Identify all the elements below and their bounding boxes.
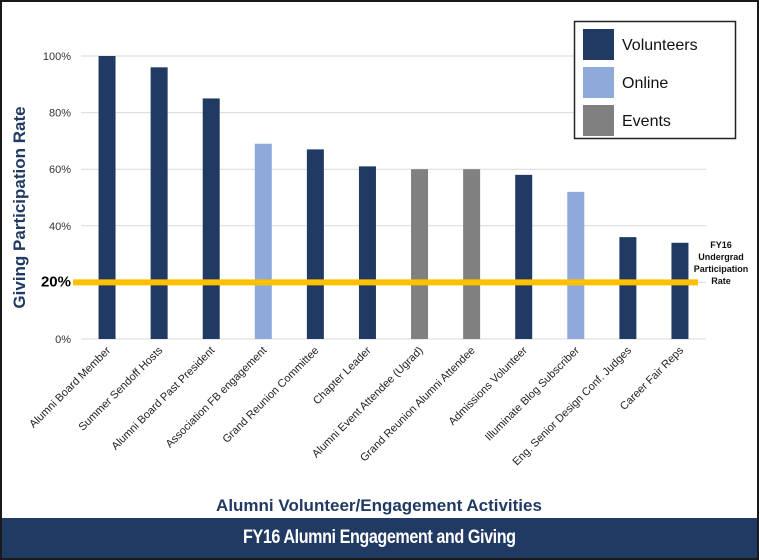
bar-5 [306, 149, 324, 339]
reference-line-label: Rate [711, 276, 731, 286]
bar-10 [567, 191, 585, 339]
x-tick-label: Grand Reunion Committee [220, 345, 321, 446]
bar-2 [150, 67, 168, 339]
bar-8 [463, 169, 481, 339]
x-tick-label: Alumni Board Past President [109, 345, 217, 453]
y-tick-label: 100% [43, 51, 71, 63]
bar-chart: 0%20%40%60%80%100%Alumni Board MemberSum… [10, 20, 749, 515]
bar-6 [358, 166, 376, 339]
y-axis-title: Giving Participation Rate [10, 106, 29, 308]
reference-line-label: Participation [694, 264, 749, 274]
reference-line-label: FY16 [710, 240, 732, 250]
x-tick-label: Eng. Senior Design Conf. Judges [510, 344, 634, 468]
y-tick-label: 60% [49, 164, 71, 176]
x-tick-label: Alumni Event Attendee (Ugrad) [310, 345, 426, 461]
y-tick-label: 0% [55, 334, 71, 346]
bar-4 [254, 143, 272, 339]
legend-label: Events [622, 113, 671, 130]
chart-title-banner: FY16 Alumni Engagement and Giving [2, 518, 757, 558]
x-tick-label: Association FB engagement [164, 345, 270, 451]
y-tick-label: 80% [49, 108, 71, 120]
x-axis-title: Alumni Volunteer/Engagement Activities [216, 496, 542, 515]
chart-title: FY16 Alumni Engagement and Giving [243, 527, 516, 548]
bar-9 [515, 174, 533, 339]
bar-11 [619, 237, 637, 339]
reference-line-label: Undergrad [698, 252, 744, 262]
x-tick-label: Illuminate Blog Subscriber [483, 344, 582, 443]
x-tick-label: Grand Reunion Alumni Attendee [358, 345, 478, 465]
legend-label: Online [622, 75, 668, 92]
bar-7 [411, 169, 429, 339]
bar-1 [98, 56, 116, 339]
bar-12 [671, 242, 689, 339]
y-tick-label: 20% [41, 273, 71, 290]
y-tick-label: 40% [49, 221, 71, 233]
x-tick-label: Summer Sendoff Hosts [76, 344, 165, 433]
legend-swatch-volunteers [583, 29, 614, 60]
legend-swatch-online [583, 67, 614, 98]
legend-label: Volunteers [622, 37, 698, 54]
legend-swatch-events [583, 105, 614, 136]
bar-3 [202, 98, 220, 339]
